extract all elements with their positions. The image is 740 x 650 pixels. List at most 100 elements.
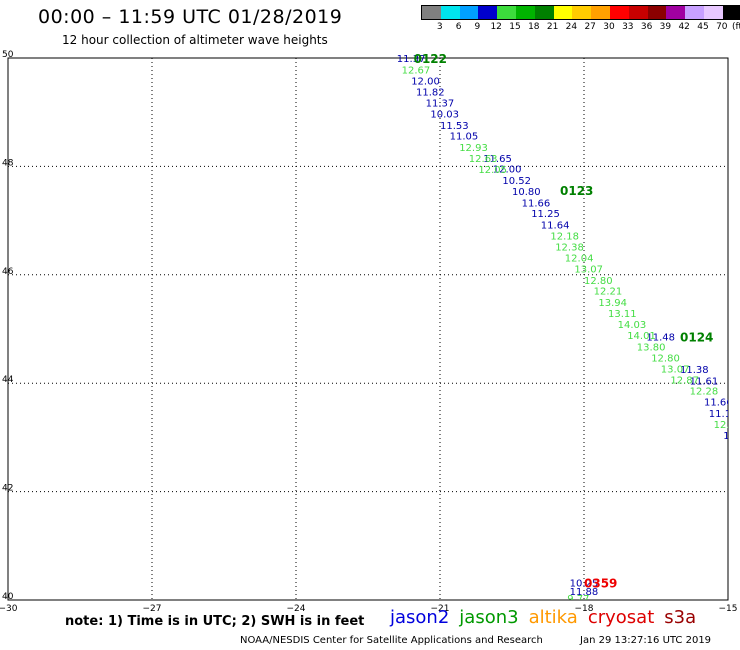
y-tick-label: 44 [2,375,14,385]
legend-entry-altika: altika [528,607,578,628]
color-scale-unit: (ft) [731,22,740,32]
color-scale-label: 42 [678,22,690,32]
wave-height-value-jason3: 12.80 [584,276,613,287]
color-scale-label: 27 [584,22,596,32]
wave-height-value-jason2: 11.88 [570,587,599,598]
wave-height-value-jason3: 12.93 [459,143,488,154]
wave-height-value-jason3: 13.07 [574,264,603,275]
y-tick-label: 46 [2,267,14,277]
wave-height-value-jason2: 11.48 [733,442,740,453]
wave-height-value-jason3: 12.28 [690,386,719,397]
y-tick-label: 48 [2,158,14,168]
wave-height-value-jason3: 12.80 [651,353,680,364]
color-scale-label: 36 [640,22,653,32]
satellite-legend: jason2 jason3 altika cryosat s3a [390,607,706,628]
wave-height-value-jason3: 13.11 [608,309,637,320]
color-scale-label: 18 [528,22,540,32]
pass-time-label: 0359 [584,577,617,591]
wave-height-value-jason2: 11.48 [723,431,740,442]
legend-entry-jason3: jason3 [459,607,519,628]
color-scale-swatches [421,5,740,20]
credit-line: NOAA/NESDIS Center for Satellite Applica… [240,635,543,646]
wave-height-value-jason2: 11.65 [483,154,512,165]
wave-height-value-jason2: 10.25 [570,579,599,590]
wave-height-value-jason3: 12.21 [594,287,623,298]
wave-height-value-jason3: 13.80 [637,342,666,353]
wave-height-value-jason2: 11.53 [440,121,469,132]
chart-title: 00:00 – 11:59 UTC 01/28/2019 [38,6,343,28]
color-swatch [722,6,740,19]
wave-height-value-jason2: 11.37 [397,54,426,65]
color-scale-label: 30 [603,22,615,32]
color-swatch [422,6,441,19]
wave-height-value-jason3: 12.05 [478,165,507,176]
color-scale-label: 45 [697,22,709,32]
color-swatch [647,6,667,19]
plot-frame [7,57,729,601]
x-tick-label: −27 [143,604,162,614]
color-swatch [440,6,460,19]
color-scale-label: 33 [622,22,634,32]
color-scale-label: 3 [436,22,443,32]
color-scale-label: 6 [455,22,462,32]
wave-height-value-jason2: 11.25 [531,209,560,220]
wave-height-value-jason2: 11.05 [450,132,479,143]
wave-height-value-jason2: 10.52 [502,176,531,187]
wave-height-value-jason2: 11.64 [541,220,570,231]
x-tick-label: −15 [719,604,738,614]
pass-time-label: 0122 [414,52,447,66]
pass-time-label: 0124 [680,331,713,345]
wave-height-value-jason2: 11.37 [426,99,455,110]
color-swatch [703,6,723,19]
wave-height-value-jason3: 12.87 [670,375,699,386]
color-scale-label: 70 [716,22,728,32]
color-swatch [628,6,648,19]
wave-height-value-jason3: 13.07 [661,365,690,376]
wave-height-value-jason3: 12.38 [555,243,584,254]
wave-height-value-jason3: 14.01 [627,331,656,342]
color-swatch [534,6,554,19]
color-scale-label: 21 [546,22,559,32]
color-swatch [572,6,592,19]
wave-height-value-jason2: 11.38 [680,365,709,376]
color-scale-label: 15 [509,22,521,32]
color-swatch [497,6,516,19]
wave-height-value-jason3: 12.81 [714,420,740,431]
x-tick-label: −30 [0,604,18,614]
chart-subtitle: 12 hour collection of altimeter wave hei… [62,33,328,47]
wave-height-value-jason2: 12.00 [411,76,440,87]
x-tick-label: −18 [575,604,594,614]
legend-entry-cryosat: cryosat [587,607,655,628]
y-tick-label: 42 [2,484,13,494]
wave-height-value-jason2: 11.82 [416,88,445,99]
color-swatch [685,6,704,19]
generated-timestamp: Jan 29 13:27:16 UTC 2019 [580,635,712,646]
color-swatch [459,6,479,19]
x-tick-label: −24 [287,604,306,614]
wave-height-value-jason2: 12.00 [493,165,522,176]
wave-height-value-jason2: 11.66 [522,198,551,209]
wave-height-value-jason3: 13.94 [598,298,627,309]
y-tick-label: 50 [2,50,14,60]
wave-height-value-jason3: 9.77 [567,594,589,605]
pass-time-label: 0123 [560,184,593,198]
color-scale-label: 39 [659,22,672,32]
wave-height-value-jason2: 10.80 [512,187,541,198]
legend-entry-s3a: s3a [664,607,697,628]
wave-height-value-jason3: 12.04 [565,254,594,265]
wave-height-value-jason3: 14.03 [618,320,647,331]
color-scale-label: 12 [490,22,502,32]
color-swatch [666,6,686,19]
color-swatch [591,6,610,19]
wave-height-value-jason3: 12.67 [402,65,431,76]
y-tick-label: 40 [2,592,14,602]
wave-height-value-jason2: 11.61 [690,377,719,388]
color-swatch [553,6,573,19]
wave-height-value-jason2: 10.03 [430,109,459,120]
wave-height-value-jason2: 11.66 [704,398,733,409]
units-note: note: 1) Time is in UTC; 2) SWH is in fe… [65,614,365,629]
x-tick-label: −21 [431,604,450,614]
